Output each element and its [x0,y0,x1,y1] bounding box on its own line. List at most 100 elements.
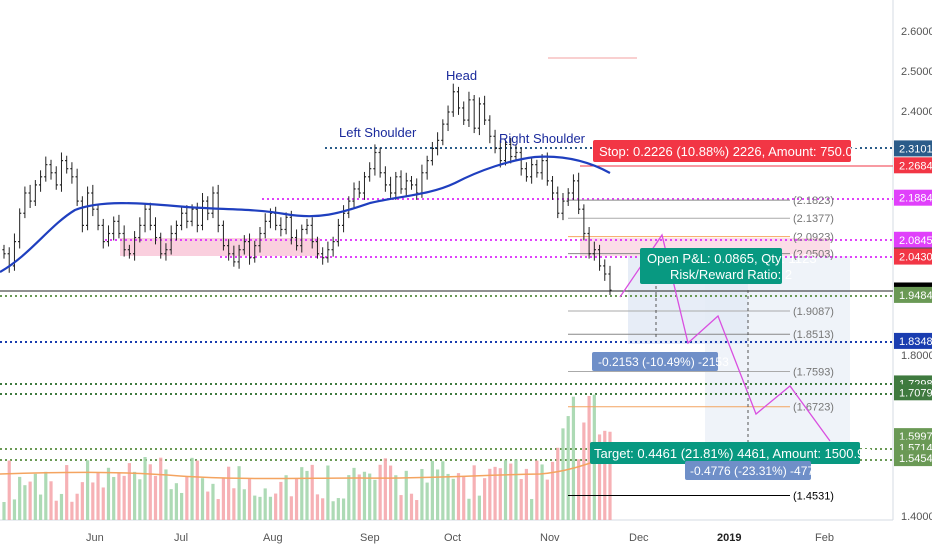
candle [540,154,544,180]
candle [279,217,283,237]
volume-bar [106,467,111,520]
volume-bar [326,465,330,520]
x-tick-label: Dec [629,532,649,544]
volume-bar [399,495,403,520]
volume-bar [85,460,90,520]
volume-bar [477,495,481,520]
volume-bar [550,461,555,520]
svg-text:1.9484: 1.9484 [899,290,932,302]
volume-bar [143,457,147,520]
fib-level-label: (1.7593) [793,366,834,378]
volume-bar [164,469,168,520]
fib-level: (2.1823) [568,195,834,207]
volume-bar [577,459,581,520]
candle [227,239,231,261]
volume-bar [436,469,440,520]
volume-bar [180,492,184,520]
volume-bar [268,496,273,520]
y-tick-label: 2.6000 [901,26,932,38]
volume-bar [227,466,231,520]
target-box[interactable]: Target: 0.4461 (21.81%) 4461, Amount: 15… [590,442,872,464]
candle [425,155,429,180]
candle [180,206,184,231]
volume-bar [33,473,37,520]
risk-reward-label: Risk/Reward Ratio: 2 [670,267,792,282]
volume-bar [206,491,210,520]
volume-bar [7,460,11,520]
volume-bar [18,476,22,520]
candle [65,155,69,174]
candle [394,171,398,200]
candle [597,244,602,271]
candle [315,236,320,259]
candle [545,152,549,186]
candle [2,244,6,259]
volume-bar [216,499,220,520]
candle [514,144,518,162]
volume-bar [394,475,398,520]
x-tick-label: Nov [540,532,560,544]
candle [117,214,121,239]
candle [441,119,445,146]
svg-text:1.8348: 1.8348 [899,336,932,348]
candle [582,204,586,241]
volume-bar [112,476,116,520]
volume-bar [65,465,69,520]
volume-bar [200,478,205,520]
x-tick-label-year: 2019 [717,532,741,544]
candle [488,115,492,144]
volume-bar [456,473,461,520]
measure-label-2[interactable]: -0.4776 (-23.31%) -4776 [685,461,821,480]
volume-bar [242,489,246,520]
price-label: 2.0845 [894,231,932,248]
support-zone [120,238,320,256]
volume-bar [70,501,74,520]
price-label: 2.1884 [894,189,932,206]
stop-box[interactable]: Stop: 0.2226 (10.88%) 2226, Amount: 750.… [593,140,860,162]
x-axis[interactable]: Jun Jul Aug Sep Oct Nov Dec 2019 Feb [86,532,834,544]
candle [33,180,37,206]
candle [91,184,95,217]
fib-level-label: (2.0503) [793,249,834,261]
measure-label-1[interactable]: -0.2153 (-10.49%) -2153 [592,352,729,371]
candle [483,95,487,125]
volume-bar [498,468,502,520]
volume-bar [336,498,340,520]
candle [498,140,502,168]
candle [23,186,27,219]
volume-bar [420,468,424,520]
candle [566,188,570,206]
volume-bar [514,459,518,520]
volume-bar [378,464,382,520]
volume-bar [153,475,158,520]
candle [133,231,137,261]
candle [571,174,576,200]
pnl-box[interactable]: Open P&L: 0.0865, Qty: 1123 Risk/Reward … [640,248,817,284]
candle [436,132,440,156]
candle [592,241,596,261]
volume-bar [263,488,267,520]
candle [237,244,241,269]
price-label: 2.2684 [894,157,932,174]
candle [200,193,205,231]
fib-level: (2.1377) [568,213,834,225]
candle [352,182,356,208]
candle [221,220,226,251]
y-axis[interactable]: 2.6000 2.5000 2.4000 1.8000 1.4000 [901,26,932,523]
volume-bar [12,499,17,520]
candle [368,162,372,182]
volume-bar [441,461,445,520]
candle [38,170,43,192]
candle [608,265,612,296]
candle [143,204,147,233]
candle [75,168,79,206]
candle [122,225,126,257]
volume-bar [148,464,152,520]
volume-bar [38,494,43,520]
volume-bar [310,464,314,520]
candle [148,202,152,231]
fib-level: (1.7593) [568,366,834,378]
volume-bar [347,475,351,520]
volume-bar [462,476,466,520]
